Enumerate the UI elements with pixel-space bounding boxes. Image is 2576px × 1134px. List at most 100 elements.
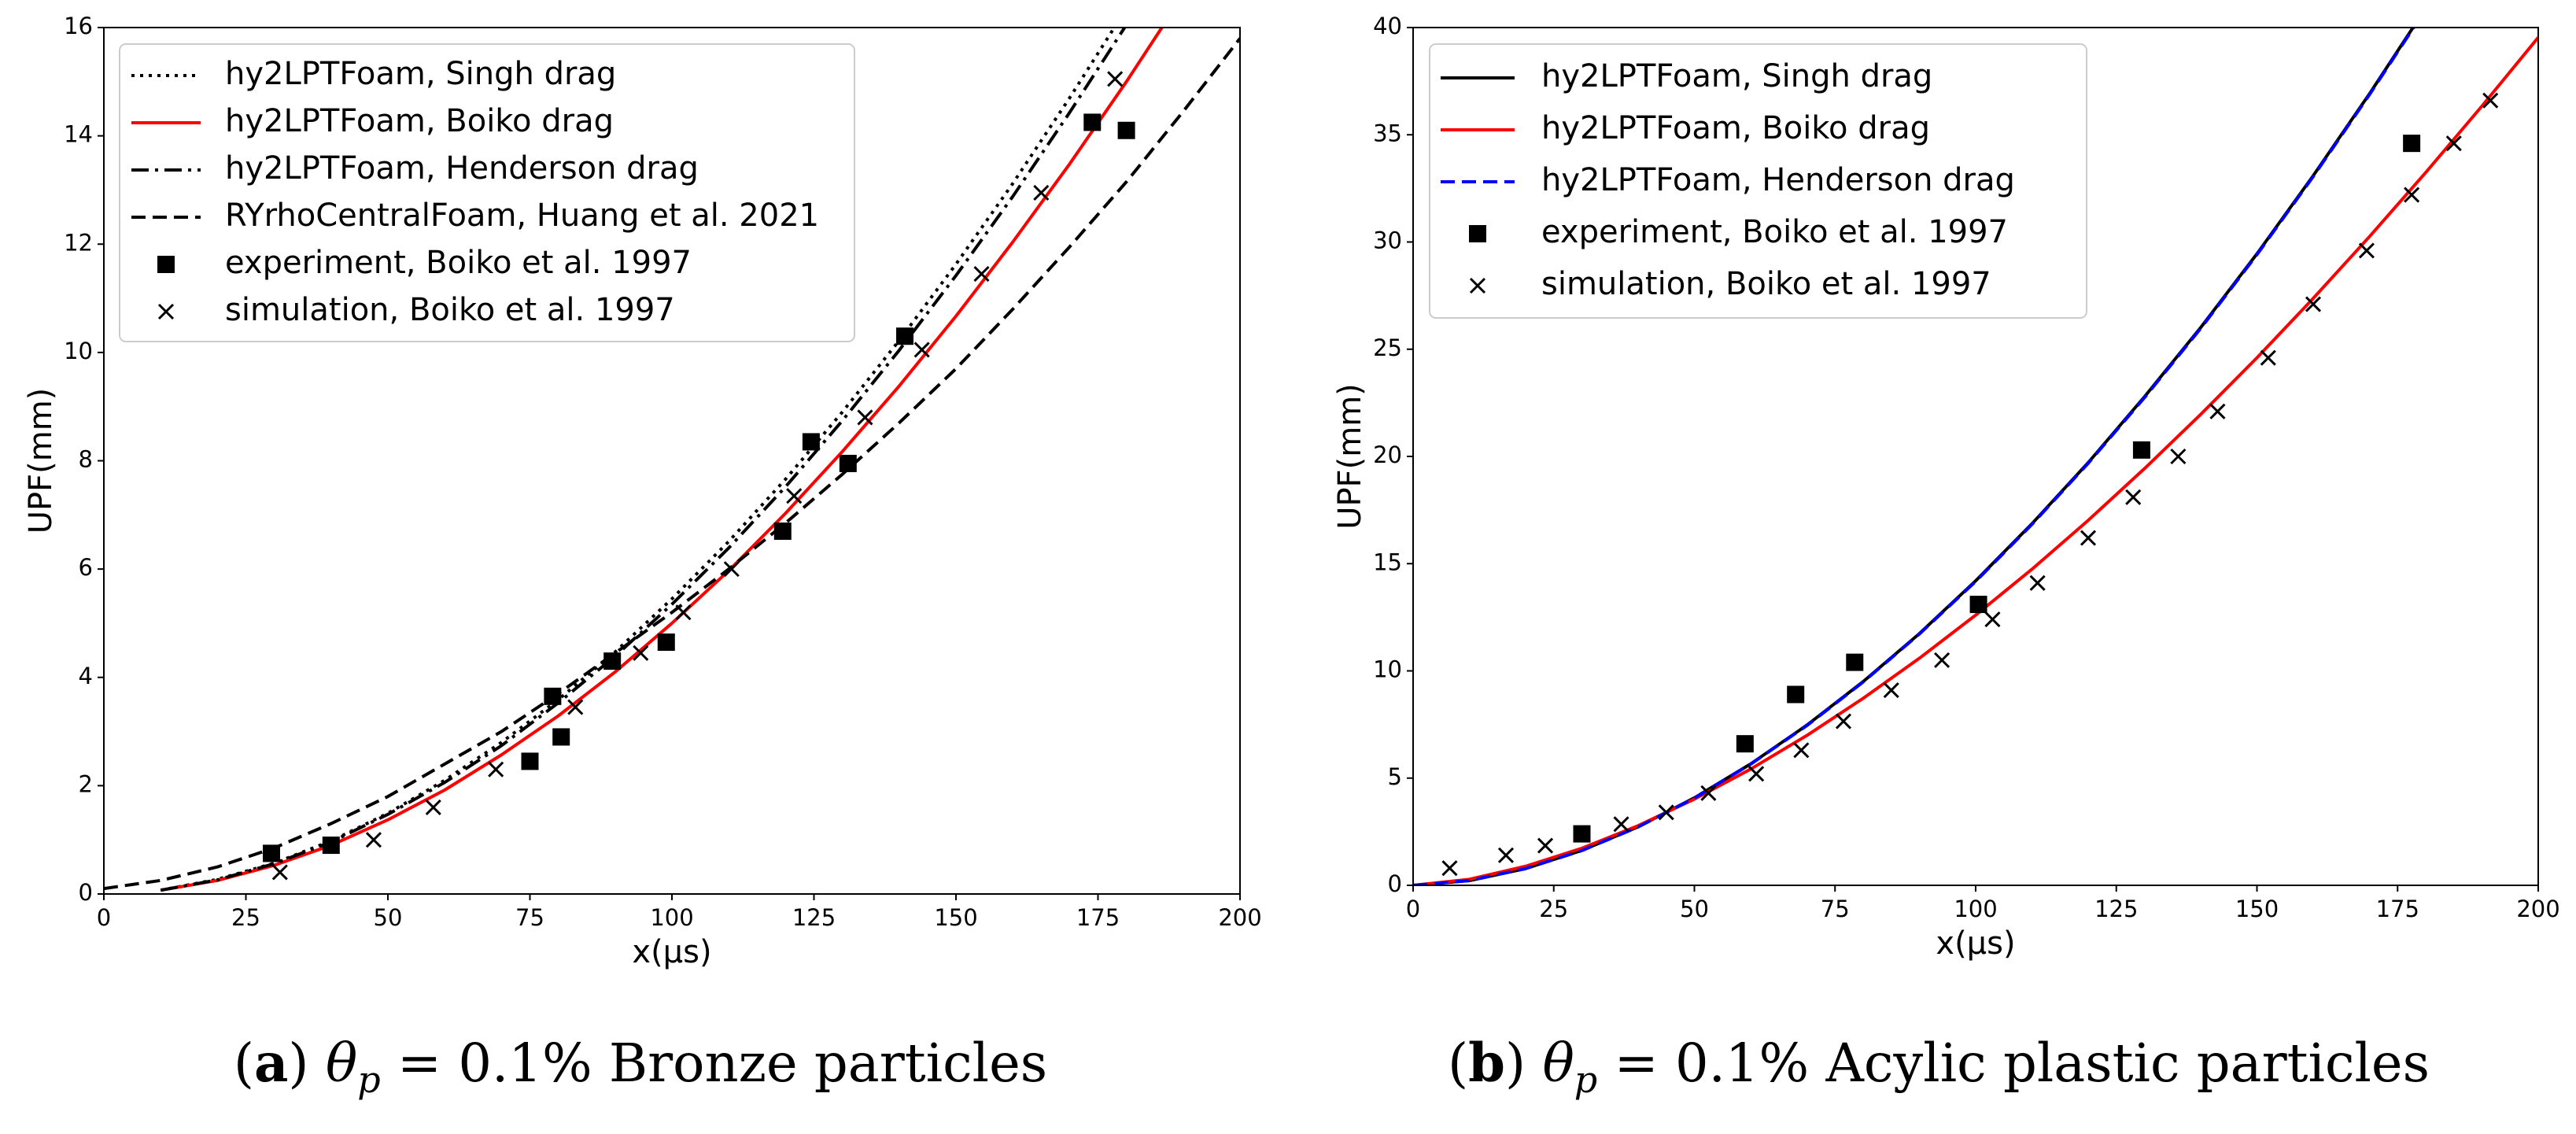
data-point [1658,804,1674,821]
x-tick-label: 100 [1954,896,1997,922]
y-tick-label: 4 [79,663,93,689]
y-tick-label: 35 [1373,120,1402,146]
x-tick-label: 100 [650,904,693,931]
y-axis-label: UPF(mm) [23,388,59,534]
x-axis-label: x(μs) [1936,925,2015,962]
data-point [2404,187,2420,203]
x-tick-label: 175 [2376,896,2419,922]
y-tick-label: 40 [1373,13,1402,39]
x-tick-label: 75 [1821,896,1850,922]
data-point [723,561,740,578]
data-point [1613,816,1629,833]
caption-label: a [254,1032,288,1094]
caption-paren: ) [288,1032,325,1094]
caption-space [381,1032,397,1094]
data-point [1793,742,1810,759]
x-tick-label: 200 [1218,904,1261,931]
data-line [104,37,1240,891]
data-point [1573,825,1591,843]
y-tick-label: 25 [1373,334,1402,361]
y-tick-label: 2 [79,770,93,797]
data-point [544,687,562,705]
data-point [2482,92,2499,109]
data-point [521,752,539,770]
caption-symbol: θ [326,1032,357,1094]
x-tick-label: 50 [374,904,403,931]
data-point [1835,713,1852,730]
plot-area [1413,28,2538,885]
legend-box [1429,43,2087,319]
caption: (a) θp = 0.1% Bronze particles [234,1032,1047,1101]
caption-text: = 0.1% Acylic plastic particles [1615,1032,2430,1094]
y-tick-label: 30 [1373,227,1402,254]
legend-label: hy2LPTFoam, Boiko drag [1541,110,1930,146]
data-point [973,266,990,283]
y-tick-label: 10 [64,338,93,364]
data-point [1883,682,1899,699]
x-tick-label: 50 [1680,896,1709,922]
y-tick-label: 0 [1388,870,1402,897]
legend-label: experiment, Boiko et al. 1997 [225,245,692,281]
legend-label: hy2LPTFoam, Boiko drag [225,103,614,139]
y-tick-label: 15 [1373,549,1402,575]
legend-label: hy2LPTFoam, Henderson drag [225,150,699,187]
data-point [657,633,675,652]
data-point [633,645,649,661]
caption-label: b [1468,1032,1505,1094]
data-point [896,327,914,345]
data-point [1934,652,1950,668]
x-tick-label: 200 [2516,896,2559,922]
data-point [1846,653,1864,671]
data-point [1083,113,1102,131]
data-point [322,837,340,855]
y-tick-label: 14 [64,121,93,148]
data-point [365,832,382,848]
data-point [1107,71,1124,87]
x-tick-label: 75 [515,904,544,931]
data-point [2080,530,2097,546]
x-tick-label: 125 [792,904,836,931]
plot-frame [103,27,1241,895]
data-point [425,799,441,815]
y-tick-label: 0 [79,879,93,906]
data-point [603,652,622,670]
y-tick-label: 5 [1388,763,1402,790]
data-point [2403,135,2421,153]
data-point [567,699,584,715]
y-tick-label: 10 [1373,656,1402,683]
caption-space [1597,1032,1614,1094]
chart: 0 25 50 75 100 125 150 175 200 0 2 4 6 8 10 12 14 16 x(μs)… [23,13,1262,1101]
x-tick-label: 25 [1539,896,1568,922]
x-tick-label: 150 [934,904,977,931]
data-point [786,488,803,504]
data-line [160,28,1127,892]
caption-subscript: p [357,1058,380,1101]
legend-label: experiment, Boiko et al. 1997 [1541,214,2008,250]
data-point [839,454,857,472]
legend-marker [157,256,175,273]
data-point [1700,785,1717,801]
caption-paren: ( [1448,1032,1468,1094]
data-point [857,409,873,426]
data-point [2029,574,2046,591]
data-point [2209,403,2226,419]
data-point [913,342,930,358]
data-point [1497,847,1515,863]
legend-label: simulation, Boiko et al. 1997 [1541,266,1991,302]
x-tick-label: 125 [2094,896,2138,922]
data-point [2305,296,2322,312]
caption: (b) θp = 0.1% Acylic plastic particles [1448,1032,2430,1101]
data-point [2170,448,2187,465]
legend: hy2LPTFoam, Singh drag hy2LPTFoam, Boiko … [1429,43,2087,319]
legend-marker [1469,225,1486,242]
legend-label: hy2LPTFoam, Singh drag [1541,58,1932,94]
data-point [1984,611,2001,628]
data-point [1537,837,1554,854]
x-tick-label: 0 [1406,896,1420,922]
data-point [675,604,692,621]
data-point [2125,489,2142,505]
plot-frame [1412,27,2539,886]
legend-box [119,43,855,342]
legend-marker [1469,277,1486,294]
